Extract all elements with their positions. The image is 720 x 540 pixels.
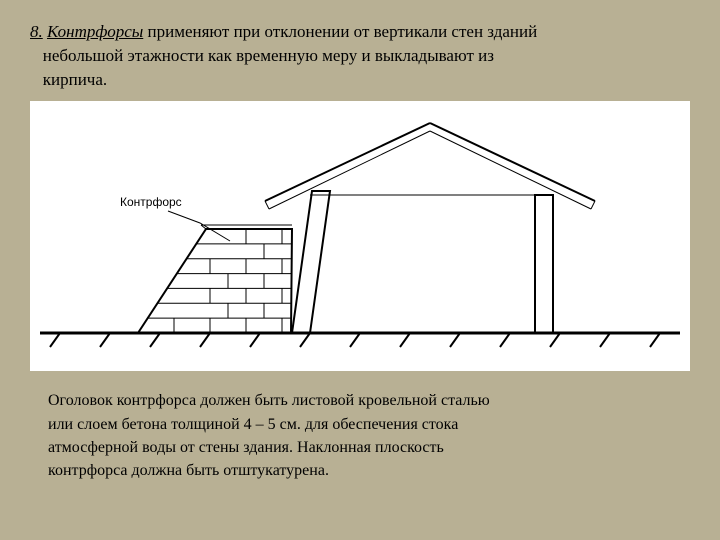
footer-line-4: контрфорса должна быть отштукатурена. xyxy=(48,462,329,479)
heading-number: 8. xyxy=(30,22,43,41)
footer-text: Оголовок контрфорса должен быть листовой… xyxy=(30,389,690,482)
footer-line-3: атмосферной воды от стены здания. Наклон… xyxy=(48,439,444,456)
heading-text: 8. Контрфорсы применяют при отклонении о… xyxy=(30,20,690,91)
buttress-diagram: Контрфорс xyxy=(30,101,690,371)
footer-line-1: Оголовок контрфорса должен быть листовой… xyxy=(48,392,490,409)
heading-rest-3: кирпича. xyxy=(43,70,107,89)
heading-rest-2: небольшой этажности как временную меру и… xyxy=(43,46,494,65)
heading-rest-1: применяют при отклонении от вертикали ст… xyxy=(143,22,537,41)
heading-title: Контрфорсы xyxy=(47,22,143,41)
footer-line-2: или слоем бетона толщиной 4 – 5 см. для … xyxy=(48,416,458,433)
diagram-container: Контрфорс xyxy=(30,101,690,371)
svg-text:Контрфорс: Контрфорс xyxy=(120,195,182,209)
